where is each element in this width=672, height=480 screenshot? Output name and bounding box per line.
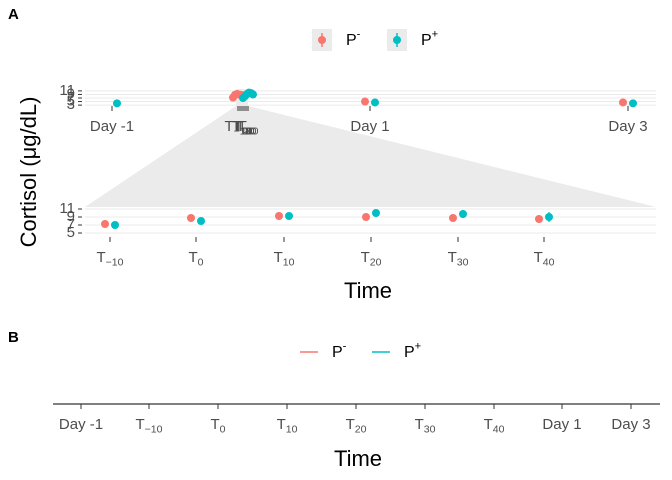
x-tick-label: T20: [361, 249, 382, 268]
y-tick-label: 7: [67, 216, 75, 233]
x-tick-label: T0: [188, 249, 203, 268]
point: [619, 98, 627, 107]
point: [111, 221, 119, 229]
legend-label: P-: [346, 29, 361, 50]
x-tick-label: T−10: [136, 416, 163, 435]
x-axis-title: Time: [334, 446, 382, 471]
x-tick-label: T20: [346, 416, 367, 435]
x-tick-label: T10: [277, 416, 298, 435]
y-tick-label: 9: [67, 85, 75, 102]
point: [362, 213, 370, 221]
x-tick-label: T30: [236, 118, 257, 137]
point: [449, 214, 457, 222]
x-tick-label: Day -1: [59, 416, 103, 433]
y-tick-label: 3: [67, 96, 75, 113]
point: [275, 212, 283, 220]
point: [249, 90, 257, 99]
x-tick-label: T0: [232, 118, 247, 137]
y-tick-label: 9: [67, 208, 75, 225]
y-axis-title: Cortisol (μg/dL): [16, 97, 41, 248]
x-tick-label: Day -1: [90, 118, 134, 135]
x-tick-label: T10: [274, 249, 295, 268]
x-tick-label: T−10: [225, 118, 252, 137]
point: [101, 220, 109, 228]
point: [371, 98, 379, 107]
point: [372, 209, 380, 217]
x-tick-label: T30: [448, 249, 469, 268]
x-tick-label: T40: [534, 249, 555, 268]
y-tick-label: 5: [67, 93, 75, 110]
point: [187, 214, 195, 222]
legend-label: P+: [404, 341, 421, 362]
x-tick-label: T40: [238, 118, 259, 137]
legend-label: P+: [421, 29, 438, 50]
x-tick-label: T10: [232, 118, 253, 137]
point: [629, 99, 637, 108]
point: [459, 210, 467, 218]
x-tick-label: T40: [484, 416, 505, 435]
point: [361, 97, 369, 106]
panel-label: A: [8, 6, 19, 23]
x-tick-label: T−10: [97, 249, 124, 268]
point: [545, 213, 553, 221]
x-tick-label: Day 1: [542, 416, 581, 433]
x-tick-label: Day 3: [611, 416, 650, 433]
x-tick-label: T20: [234, 118, 255, 137]
point: [285, 212, 293, 220]
x-tick-label: T30: [415, 416, 436, 435]
legend-key: [318, 36, 326, 44]
x-tick-label: Day 3: [608, 118, 647, 135]
y-tick-label: 11: [59, 82, 75, 99]
y-tick-label: 11: [59, 200, 75, 217]
x-tick-label: Day 1: [350, 118, 389, 135]
point: [113, 99, 121, 108]
y-tick-label: 5: [67, 224, 75, 241]
x-axis-title: Time: [344, 278, 392, 303]
zoom-area: [85, 106, 656, 207]
legend-key: [393, 36, 401, 44]
y-tick-label: 7: [67, 89, 75, 106]
panel-label: B: [8, 329, 19, 346]
point: [197, 217, 205, 225]
legend-label: P-: [332, 341, 347, 362]
x-tick-label: T0: [210, 416, 225, 435]
point: [535, 215, 543, 223]
